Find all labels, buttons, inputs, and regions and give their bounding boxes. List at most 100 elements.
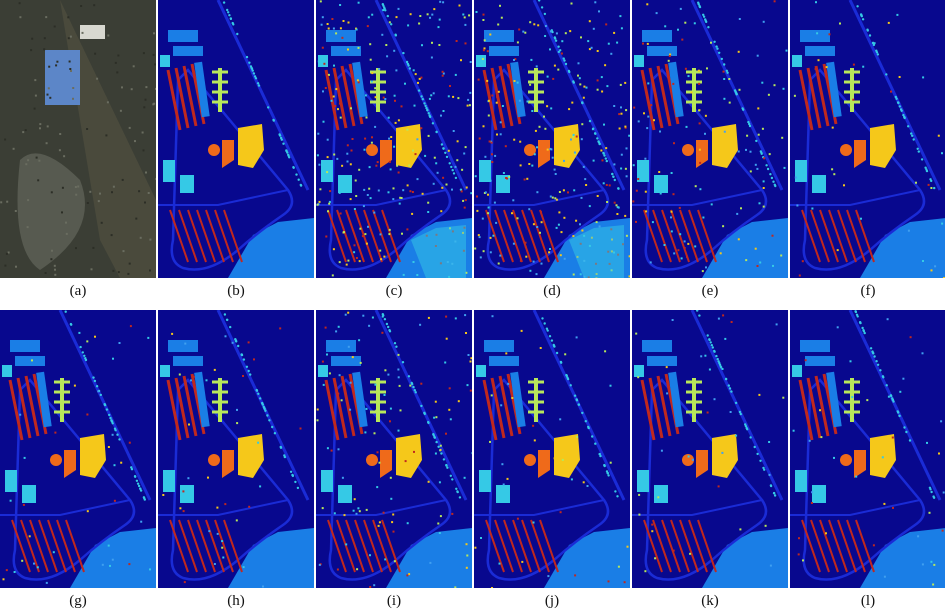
red-stripe [498,65,514,127]
misclassified-pixel [477,78,480,81]
tree-dot [744,425,748,428]
tree-patch [637,470,649,492]
tree-dot [249,373,252,376]
misclassified-pixel [825,532,827,535]
misclassified-pixel [221,546,224,549]
tree-dot [263,406,266,410]
red-stripe [332,67,348,129]
tree-dot [911,134,914,137]
red-row [345,519,365,573]
red-row [679,209,699,263]
misclassified-pixel [717,485,720,488]
misclassified-pixel [767,93,770,96]
red-row [512,209,532,263]
misclassified-pixel [771,234,774,237]
misclassified-pixel [586,485,589,487]
rgb-texture [81,31,84,34]
tree-dot [261,401,264,405]
misclassified-pixel [385,44,388,46]
classification-map [316,310,472,588]
building [326,30,356,42]
tree-dot [84,357,87,360]
misclassified-pixel [326,156,329,159]
tree-dot [250,67,254,71]
misclassified-pixel [802,559,804,562]
misclassified-pixel [178,373,181,376]
rgb-texture [19,16,22,19]
misclassified-pixel [499,133,502,136]
misclassified-pixel [358,260,361,263]
misclassified-pixel [429,16,431,19]
misclassified-pixel [347,48,349,51]
misclassified-pixel [451,512,454,515]
misclassified-pixel [184,342,187,345]
misclassified-pixel [604,350,607,353]
misclassified-pixel [324,326,327,329]
building [168,340,198,352]
cross-road [632,189,763,206]
misclassified-pixel [487,114,490,117]
misclassified-pixel [608,184,611,187]
misclassified-pixel [236,422,239,425]
panel-caption: (l) [860,593,876,609]
misclassified-pixel [651,530,654,533]
misclassified-pixel [839,22,841,25]
misclassified-pixel [551,196,554,199]
misclassified-pixel [540,221,543,224]
misclassified-pixel [412,261,415,263]
misclassified-pixel [670,230,673,233]
red-stripe [814,65,830,127]
misclassified-pixel [435,416,438,419]
misclassified-pixel [757,133,760,136]
tree-dot [889,394,893,397]
tree-dot [562,57,565,60]
misclassified-pixel [664,25,667,28]
tree-dot [420,95,423,98]
tree-dot [295,173,298,176]
misclassified-pixel [532,223,535,226]
misclassified-pixel [570,2,573,5]
tree-dot [702,15,706,18]
main-road [532,0,626,191]
panel-caption: (h) [227,593,245,609]
misclassified-pixel [371,136,373,139]
misclassified-pixel [616,41,619,44]
misclassified-pixel [941,529,944,532]
misclassified-pixel [596,88,599,91]
misclassified-pixel [529,21,532,24]
misclassified-pixel [363,148,366,151]
misclassified-pixel [549,195,552,198]
red-stripe [182,65,198,127]
orange-block [64,450,76,478]
misclassified-pixel [442,72,445,75]
misclassified-pixel [439,515,442,518]
misclassified-pixel [388,228,391,231]
panel-h: (h) [158,310,314,611]
rgb-texture [97,200,100,203]
tree-dot [421,98,424,101]
misclassified-pixel [376,451,379,454]
misclassified-pixel [605,147,608,150]
misclassified-pixel [551,156,554,159]
red-stripe [340,65,356,127]
tree-dot [266,414,269,417]
misclassified-pixel [549,147,552,150]
tree-dot [437,445,440,448]
misclassified-pixel [618,113,621,116]
misclassified-pixel [702,216,705,219]
misclassified-pixel [579,83,582,86]
misclassified-pixel [673,252,676,255]
red-row [196,209,216,263]
misclassified-pixel [439,448,442,451]
building [647,46,677,56]
misclassified-pixel [427,480,430,483]
tree-dot [715,45,718,48]
misclassified-pixel [687,242,690,245]
rgb-texture [142,149,145,152]
misclassified-pixel [694,245,697,248]
misclassified-pixel [729,411,732,413]
misclassified-pixel [860,217,862,220]
rgb-image [0,0,156,278]
misclassified-pixel [182,510,185,513]
panel-caption: (a) [69,283,87,299]
